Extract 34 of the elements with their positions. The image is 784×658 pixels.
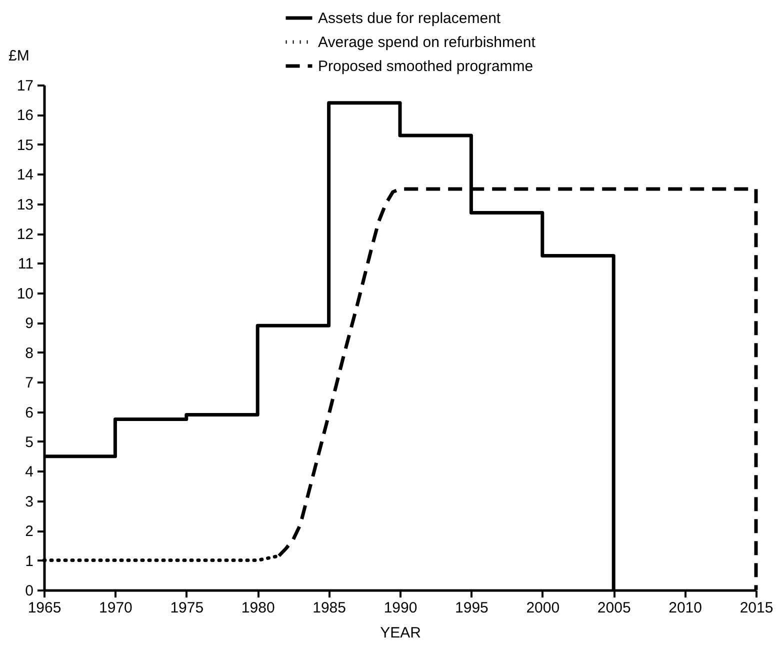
y-tick-label: 2	[25, 523, 34, 540]
y-tick-label: 13	[16, 196, 34, 214]
y-tick-label: 11	[18, 256, 34, 273]
legend-label: Assets due for replacement	[318, 10, 502, 27]
legend-label: Average spend on refurbishment	[318, 34, 536, 51]
x-tick-label: 1970	[99, 600, 132, 616]
x-tick-label: 1965	[28, 600, 62, 616]
y-tick-label: 10	[16, 285, 34, 302]
x-tick-label: 1990	[384, 600, 418, 616]
y-tick-label: 5	[25, 434, 34, 451]
y-tick-label: 15	[16, 136, 34, 154]
y-tick-label: 9	[25, 315, 34, 332]
y-tick-label: 17	[16, 78, 34, 94]
y-tick-label: 1	[25, 552, 34, 570]
y-tick-label: 6	[25, 404, 34, 422]
y-tick-label: 12	[16, 226, 34, 244]
y-tick-label: 0	[25, 582, 34, 600]
y-tick-label: 3	[25, 493, 34, 510]
y-tick-label: 4	[25, 464, 34, 481]
y-tick-label: 16	[16, 107, 34, 124]
x-tick-label: 1980	[241, 600, 275, 616]
x-tick-label: 2015	[740, 600, 774, 616]
x-tick-label: 1985	[312, 600, 346, 616]
x-tick-label: 2010	[668, 600, 702, 616]
x-axis-title: YEAR	[380, 624, 422, 642]
x-tick-label: 2000	[526, 600, 560, 616]
y-tick-label: 8	[25, 344, 34, 362]
x-tick-label: 1975	[170, 600, 204, 616]
x-tick-label: 1995	[455, 600, 488, 616]
x-tick-label: 2005	[597, 600, 631, 616]
y-tick-label: 14	[16, 166, 34, 184]
y-tick-label: 7	[25, 374, 34, 392]
y-axis-title: £M	[8, 48, 30, 64]
legend-label: Proposed smoothed programme	[318, 58, 534, 75]
